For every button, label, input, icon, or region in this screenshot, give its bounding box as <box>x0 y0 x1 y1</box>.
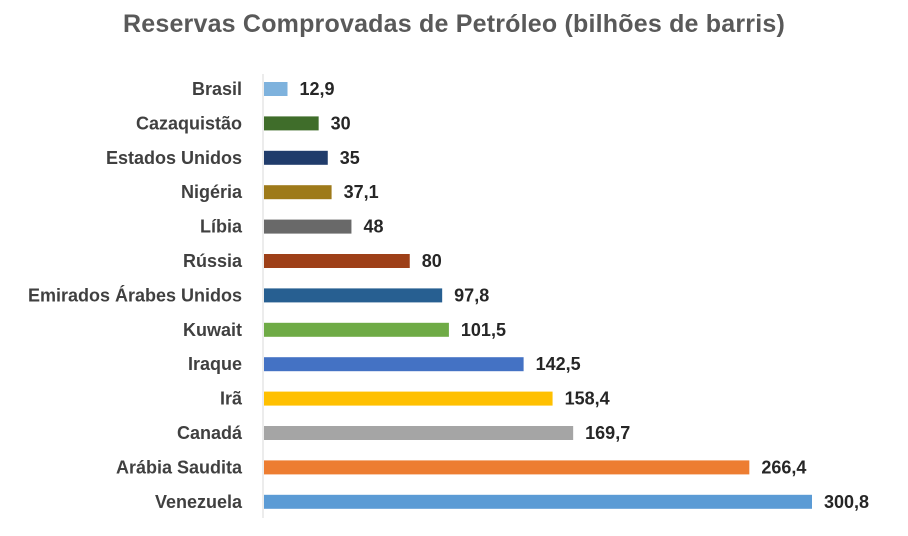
bar <box>264 150 328 165</box>
data-label: 300,8 <box>824 492 869 512</box>
category-label: Arábia Saudita <box>116 457 243 477</box>
data-label: 30 <box>331 113 351 133</box>
category-label: Irã <box>220 389 243 409</box>
bar <box>264 460 750 475</box>
data-label: 48 <box>363 217 383 237</box>
category-label: Canadá <box>177 423 243 443</box>
bar <box>264 116 319 131</box>
data-label: 80 <box>422 251 442 271</box>
bar <box>264 322 449 337</box>
data-label: 97,8 <box>454 285 489 305</box>
data-label: 35 <box>340 148 360 168</box>
category-label: Estados Unidos <box>106 148 242 168</box>
bar <box>264 82 288 96</box>
data-label: 142,5 <box>536 354 581 374</box>
data-label: 101,5 <box>461 320 506 340</box>
bar <box>264 288 443 303</box>
data-label: 12,9 <box>300 79 335 99</box>
data-label: 158,4 <box>565 389 610 409</box>
data-label: 266,4 <box>761 457 806 477</box>
bar <box>264 185 332 200</box>
category-label: Venezuela <box>155 492 243 512</box>
bar <box>264 494 812 509</box>
data-label: 169,7 <box>585 423 630 443</box>
category-label: Líbia <box>200 217 243 237</box>
bar <box>264 357 524 372</box>
bar <box>264 391 553 406</box>
bar <box>264 254 410 268</box>
data-label: 37,1 <box>344 182 379 202</box>
bar <box>264 426 574 440</box>
category-label: Kuwait <box>183 320 242 340</box>
category-label: Iraque <box>188 354 242 374</box>
category-label: Brasil <box>192 79 242 99</box>
bar <box>264 219 352 234</box>
category-label: Rússia <box>183 251 243 271</box>
bars-group: Brasil 12,9 Cazaquistão 30 Estados Unidos 35 N… <box>28 79 869 512</box>
category-label: Nigéria <box>181 182 243 202</box>
category-label: Emirados Árabes Unidos <box>28 284 242 305</box>
chart-title: Reservas Comprovadas de Petróleo (bilhõe… <box>122 10 785 38</box>
category-label: Cazaquistão <box>136 113 242 133</box>
